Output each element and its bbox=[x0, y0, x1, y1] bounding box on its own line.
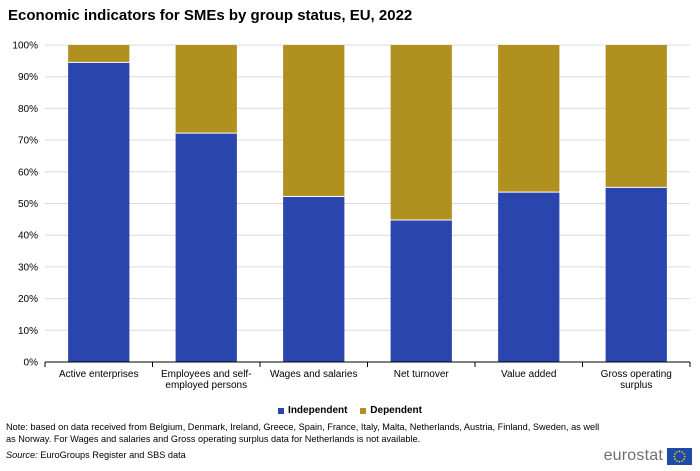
source-text: EuroGroups Register and SBS data bbox=[37, 450, 186, 460]
y-tick-label: 10% bbox=[18, 326, 38, 337]
source-label: Source: bbox=[6, 450, 38, 460]
bar-independent-1 bbox=[175, 133, 237, 362]
x-tick-label: Active enterprises bbox=[59, 369, 138, 380]
y-tick-label: 40% bbox=[18, 231, 38, 242]
y-tick-label: 100% bbox=[12, 41, 38, 52]
chart-source: Source: EuroGroups Register and SBS data bbox=[6, 450, 186, 460]
chart-note: Note: based on data received from Belgiu… bbox=[6, 422, 600, 444]
stacked-bar-chart: 0% 10% 20% 30% 40% 50% 60% 70% 80% 90% 100% Active… bbox=[12, 41, 691, 391]
x-tick-label: Gross operating bbox=[601, 369, 672, 380]
legend-swatch-independent bbox=[278, 407, 285, 414]
x-axis bbox=[44, 361, 691, 367]
flag-star bbox=[674, 452, 676, 455]
x-tick-label: Wages and salaries bbox=[270, 369, 357, 380]
bar-dependent-1 bbox=[175, 45, 237, 134]
chart-title: Economic indicators for SMEs by group st… bbox=[8, 7, 413, 24]
bar-independent-0 bbox=[68, 62, 130, 363]
y-tick-label: 90% bbox=[18, 72, 38, 83]
bar-independent-4 bbox=[498, 192, 560, 362]
flag-star bbox=[681, 450, 683, 453]
bars bbox=[68, 45, 667, 363]
y-tick-label: 30% bbox=[18, 262, 38, 273]
flag-star bbox=[674, 457, 676, 460]
x-axis-labels: Active enterprises Employees and self-emp… bbox=[59, 369, 672, 391]
y-tick-label: 20% bbox=[18, 294, 38, 305]
y-tick-label: 80% bbox=[18, 104, 38, 115]
bar-independent-2 bbox=[283, 196, 345, 362]
x-tick-label: Value added bbox=[501, 369, 556, 380]
x-tick-label: Net turnover bbox=[394, 369, 450, 380]
flag-star bbox=[683, 455, 686, 457]
bar-dependent-5 bbox=[605, 45, 667, 188]
x-tick-label: employed persons bbox=[165, 380, 247, 391]
eu-flag-icon bbox=[667, 447, 692, 465]
flag-star bbox=[676, 450, 678, 453]
legend: Independent Dependent bbox=[0, 405, 700, 417]
flag-star bbox=[683, 452, 685, 455]
flag-star bbox=[678, 450, 681, 452]
y-tick-label: 0% bbox=[24, 358, 39, 369]
legend-label-dependent: Dependent bbox=[370, 405, 422, 416]
bar-dependent-3 bbox=[390, 45, 452, 220]
bar-dependent-2 bbox=[283, 45, 345, 197]
flag-star bbox=[681, 459, 683, 462]
y-tick-label: 70% bbox=[18, 136, 38, 147]
flag-star bbox=[676, 459, 678, 462]
y-tick-label: 60% bbox=[18, 167, 38, 178]
y-tick-label: 50% bbox=[18, 199, 38, 210]
bar-independent-3 bbox=[390, 219, 452, 362]
flag-star bbox=[683, 457, 685, 460]
eurostat-logo: eurostat bbox=[604, 447, 692, 465]
grid-lines bbox=[45, 44, 690, 331]
legend-item-dependent: Dependent bbox=[360, 405, 422, 416]
bar-dependent-4 bbox=[498, 45, 560, 193]
legend-swatch-dependent bbox=[360, 407, 367, 414]
y-axis-labels: 0% 10% 20% 30% 40% 50% 60% 70% 80% 90% 100% bbox=[12, 41, 38, 369]
bar-dependent-0 bbox=[68, 45, 130, 63]
flag-star bbox=[673, 455, 676, 457]
legend-label-independent: Independent bbox=[288, 405, 348, 416]
flag-star bbox=[678, 460, 681, 462]
x-tick-label: surplus bbox=[620, 380, 652, 391]
bar-independent-5 bbox=[605, 187, 667, 362]
logo-text: eurostat bbox=[603, 447, 663, 464]
legend-item-independent: Independent bbox=[278, 405, 348, 416]
x-tick-label: Employees and self- bbox=[161, 369, 252, 380]
